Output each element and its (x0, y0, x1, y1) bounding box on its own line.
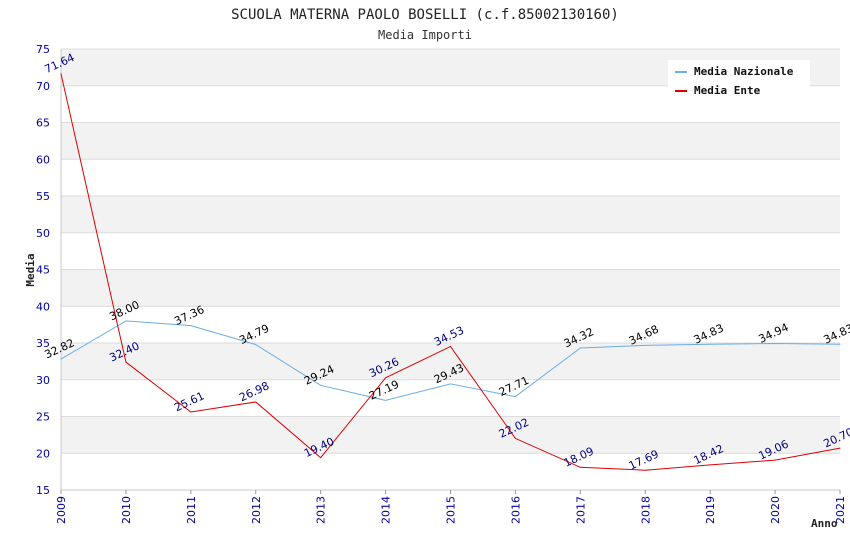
grid-band (61, 343, 840, 380)
data-point (839, 447, 841, 449)
data-point (579, 466, 581, 468)
data-point (125, 320, 127, 322)
x-tick-label: 2021 (834, 496, 847, 524)
legend: Media Nazionale Media Ente (668, 60, 810, 105)
data-point (839, 343, 841, 345)
data-point (644, 469, 646, 471)
data-point (60, 358, 62, 360)
y-tick-label: 35 (36, 337, 50, 350)
legend-item-nazionale: Media Nazionale (694, 65, 794, 78)
x-tick-label: 2016 (509, 496, 522, 524)
data-point (125, 361, 127, 363)
x-tick-label: 2019 (704, 496, 717, 524)
chart-subtitle: Media Importi (378, 28, 472, 42)
data-point (450, 383, 451, 385)
x-tick-label: 2015 (445, 496, 458, 524)
y-tick-label: 60 (36, 153, 50, 166)
data-point (320, 457, 322, 459)
legend-item-ente: Media Ente (694, 84, 761, 97)
data-label: 27.19 (367, 378, 401, 403)
grid-lines (61, 48, 840, 491)
x-tick-label: 2013 (315, 496, 328, 524)
x-tick-label: 2018 (639, 496, 652, 524)
data-label: 34.94 (757, 321, 791, 346)
y-tick-label: 40 (36, 300, 50, 313)
x-tick-label: 2009 (55, 496, 68, 524)
x-tick-label: 2011 (185, 496, 198, 524)
y-axis-label: Media (24, 253, 37, 286)
data-point (709, 464, 711, 466)
data-point (450, 345, 451, 347)
grid-band (61, 416, 840, 454)
data-point (190, 325, 192, 327)
x-axis-label: Anno (811, 517, 838, 530)
grid-band (61, 269, 840, 307)
data-point (579, 347, 581, 349)
x-tick-label: 2014 (380, 496, 393, 524)
data-point (774, 342, 776, 344)
data-point (320, 384, 322, 386)
x-tick-label: 2010 (120, 496, 133, 524)
y-tick-label: 55 (36, 190, 50, 203)
y-axis-ticks: 15 20 25 30 35 40 45 50 55 60 65 70 75 (36, 43, 50, 497)
legend-box (668, 60, 810, 105)
chart-title: SCUOLA MATERNA PAOLO BOSELLI (c.f.850021… (231, 7, 619, 23)
y-tick-label: 70 (36, 80, 50, 93)
y-tick-label: 30 (36, 374, 50, 387)
data-point (385, 399, 387, 401)
data-point (255, 344, 257, 346)
x-axis-ticks: 2009 2010 2011 2012 2013 2014 2015 2016 2017 2018… (55, 490, 847, 524)
grid-band (61, 196, 840, 233)
data-label: 26.98 (237, 379, 271, 404)
x-tick-label: 2017 (574, 496, 587, 524)
data-point (190, 411, 192, 413)
y-tick-label: 25 (36, 411, 50, 424)
y-tick-label: 75 (36, 43, 50, 56)
data-point (644, 344, 646, 346)
x-tick-label: 2020 (769, 496, 782, 524)
y-tick-label: 15 (36, 484, 50, 497)
data-point (709, 343, 711, 345)
data-point (60, 73, 62, 75)
y-tick-label: 50 (36, 227, 50, 240)
y-tick-label: 45 (36, 264, 50, 277)
data-point (514, 437, 516, 439)
data-point (255, 401, 257, 403)
data-point (514, 396, 516, 398)
grid-bands (61, 49, 840, 454)
series-lines (60, 73, 841, 471)
data-point (385, 377, 387, 379)
x-tick-label: 2012 (250, 496, 263, 524)
y-tick-label: 65 (36, 117, 50, 130)
y-tick-label: 20 (36, 447, 50, 460)
data-point (774, 459, 776, 461)
grid-band (61, 122, 840, 160)
